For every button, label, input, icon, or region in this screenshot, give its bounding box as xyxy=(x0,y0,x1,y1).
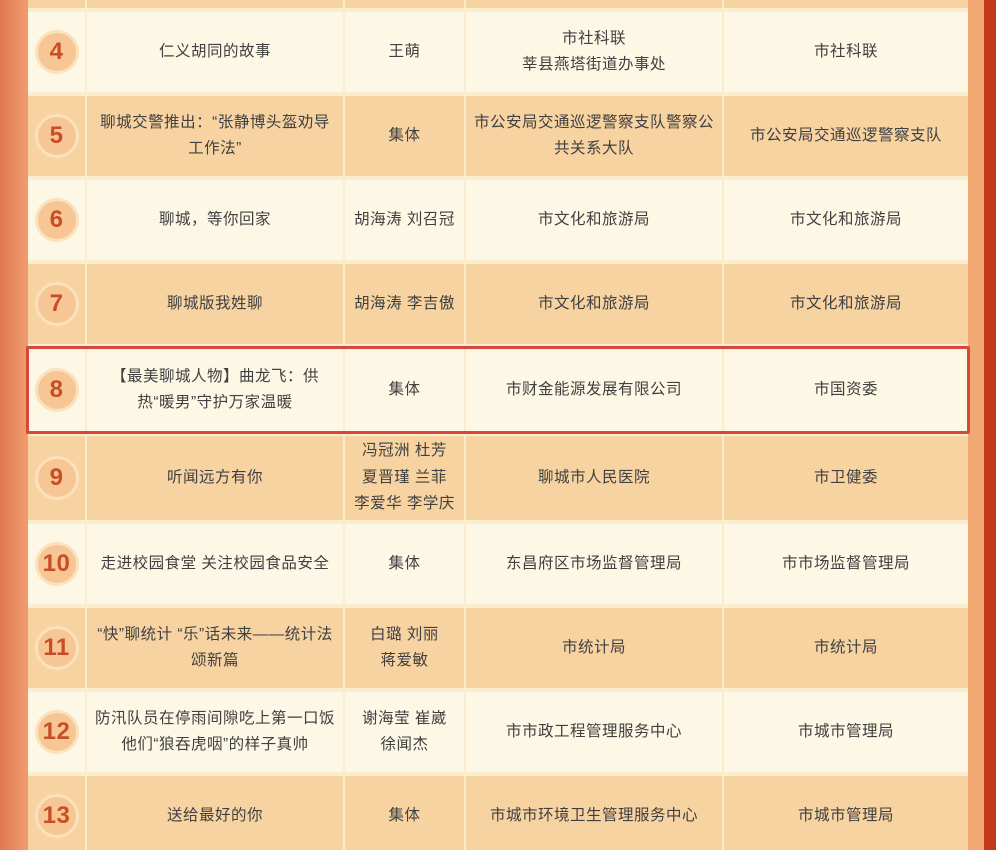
row-recommender: 市城市管理局 xyxy=(724,776,968,850)
table-row: 13 送给最好的你 集体 市城市环境卫生管理服务中心 市城市管理局 xyxy=(28,776,968,850)
row-number: 7 xyxy=(49,289,64,317)
row-title: 送给最好的你 xyxy=(87,776,343,850)
row-number-cell: 12 xyxy=(28,692,85,772)
table-row: 10 走进校园食堂 关注校园食品安全 集体 东昌府区市场监督管理局 市市场监督管… xyxy=(28,524,968,604)
table-row: 12 防汛队员在停雨间隙吃上第一口饭 他们“狼吞虎咽”的样子真帅 谢海莹 崔崴 … xyxy=(28,692,968,772)
table-row: 4 仁义胡同的故事 王萌 市社科联 莘县燕塔街道办事处 市社科联 xyxy=(28,12,968,92)
row-author-cell xyxy=(345,0,464,8)
row-author: 白璐 刘丽 蒋爱敏 xyxy=(345,608,464,688)
row-organization: 市市政工程管理服务中心 xyxy=(466,692,722,772)
row-number-cell: 4 xyxy=(28,12,85,92)
row-title: 聊城版我姓聊 xyxy=(87,264,343,344)
row-author: 冯冠洲 杜芳 夏晋瑾 兰菲 李爱华 李学庆 xyxy=(345,436,464,520)
row-number-badge: 7 xyxy=(34,282,79,326)
row-number: 4 xyxy=(49,37,64,65)
table-row: 5 聊城交警推出：“张静博头盔劝导工作法” 集体 市公安局交通巡逻警察支队警察公… xyxy=(28,96,968,176)
row-number-cell: 11 xyxy=(28,608,85,688)
row-recommender-cell xyxy=(724,0,968,8)
table-row: 7 聊城版我姓聊 胡海涛 李吉傲 市文化和旅游局 市文化和旅游局 xyxy=(28,264,968,344)
row-organization: 市公安局交通巡逻警察支队警察公共关系大队 xyxy=(466,96,722,176)
table-row-highlighted: 8 【最美聊城人物】曲龙飞：供热“暖男”守护万家温暖 集体 市财金能源发展有限公… xyxy=(26,346,970,434)
row-number-cell: 8 xyxy=(28,348,85,432)
row-number: 10 xyxy=(42,549,71,577)
table-row: 6 聊城，等你回家 胡海涛 刘召冠 市文化和旅游局 市文化和旅游局 xyxy=(28,180,968,260)
row-recommender: 市市场监督管理局 xyxy=(724,524,968,604)
row-title: 仁义胡同的故事 xyxy=(87,12,343,92)
row-number-badge: 6 xyxy=(34,198,79,242)
row-number: 13 xyxy=(42,801,71,829)
row-organization: 市社科联 莘县燕塔街道办事处 xyxy=(466,12,722,92)
page-right-edge xyxy=(984,0,996,850)
row-author: 集体 xyxy=(345,524,464,604)
row-author: 王萌 xyxy=(345,12,464,92)
row-recommender: 市卫健委 xyxy=(724,436,968,520)
row-recommender: 市公安局交通巡逻警察支队 xyxy=(724,96,968,176)
row-recommender: 市文化和旅游局 xyxy=(724,180,968,260)
row-number-cell: 5 xyxy=(28,96,85,176)
row-title: 听闻远方有你 xyxy=(87,436,343,520)
row-organization: 市财金能源发展有限公司 xyxy=(466,348,722,432)
row-recommender: 市城市管理局 xyxy=(724,692,968,772)
row-number-badge: 9 xyxy=(34,456,79,500)
row-title: “快”聊统计 “乐”话未来——统计法颂新篇 xyxy=(87,608,343,688)
row-recommender: 市文化和旅游局 xyxy=(724,264,968,344)
row-number-badge: 5 xyxy=(34,114,79,158)
row-author: 胡海涛 李吉傲 xyxy=(345,264,464,344)
row-number: 6 xyxy=(49,205,64,233)
row-organization: 市城市环境卫生管理服务中心 xyxy=(466,776,722,850)
row-number: 12 xyxy=(42,717,71,745)
row-organization: 市文化和旅游局 xyxy=(466,264,722,344)
awards-table: 4 仁义胡同的故事 王萌 市社科联 莘县燕塔街道办事处 市社科联 5 聊城交警推… xyxy=(26,0,970,850)
row-number-cell: 7 xyxy=(28,264,85,344)
row-organization: 东昌府区市场监督管理局 xyxy=(466,524,722,604)
row-organization: 市统计局 xyxy=(466,608,722,688)
row-number: 9 xyxy=(49,463,64,491)
row-title: 聊城，等你回家 xyxy=(87,180,343,260)
page-left-border xyxy=(0,0,28,850)
row-number-badge: 13 xyxy=(34,794,79,838)
row-recommender: 市国资委 xyxy=(724,348,968,432)
row-number: 8 xyxy=(49,375,64,403)
table-row: 11 “快”聊统计 “乐”话未来——统计法颂新篇 白璐 刘丽 蒋爱敏 市统计局 … xyxy=(28,608,968,688)
row-number-badge: 8 xyxy=(34,368,79,412)
row-number-badge: 4 xyxy=(34,30,79,74)
table-row: 9 听闻远方有你 冯冠洲 杜芳 夏晋瑾 兰菲 李爱华 李学庆 聊城市人民医院 市… xyxy=(28,436,968,520)
row-organization-cell xyxy=(466,0,722,8)
table-row-partial xyxy=(28,0,968,8)
row-author: 集体 xyxy=(345,776,464,850)
row-recommender: 市统计局 xyxy=(724,608,968,688)
page-right-band xyxy=(968,0,984,850)
row-number-cell: 6 xyxy=(28,180,85,260)
row-number-cell: 10 xyxy=(28,524,85,604)
row-author: 集体 xyxy=(345,96,464,176)
row-number: 11 xyxy=(43,633,70,661)
row-number-badge: 11 xyxy=(34,626,79,670)
row-title-cell xyxy=(87,0,343,8)
row-title: 走进校园食堂 关注校园食品安全 xyxy=(87,524,343,604)
row-number-badge: 10 xyxy=(34,542,79,586)
row-recommender: 市社科联 xyxy=(724,12,968,92)
row-organization: 市文化和旅游局 xyxy=(466,180,722,260)
row-author: 胡海涛 刘召冠 xyxy=(345,180,464,260)
row-author: 集体 xyxy=(345,348,464,432)
row-number: 5 xyxy=(49,121,64,149)
row-number-cell xyxy=(28,0,85,8)
row-number-cell: 9 xyxy=(28,436,85,520)
row-number-badge: 12 xyxy=(34,710,79,754)
row-title: 防汛队员在停雨间隙吃上第一口饭 他们“狼吞虎咽”的样子真帅 xyxy=(87,692,343,772)
row-number-cell: 13 xyxy=(28,776,85,850)
row-organization: 聊城市人民医院 xyxy=(466,436,722,520)
row-author: 谢海莹 崔崴 徐闻杰 xyxy=(345,692,464,772)
row-title: 【最美聊城人物】曲龙飞：供热“暖男”守护万家温暖 xyxy=(87,348,343,432)
row-title: 聊城交警推出：“张静博头盔劝导工作法” xyxy=(87,96,343,176)
